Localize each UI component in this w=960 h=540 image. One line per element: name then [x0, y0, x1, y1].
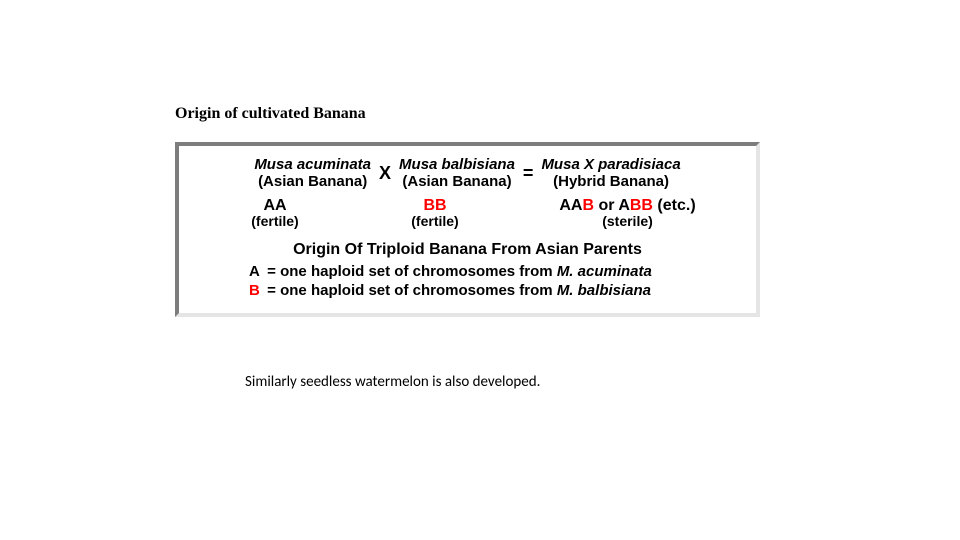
- legend-b-label: B: [249, 282, 263, 301]
- genotype-triploid: AAB or ABB (etc.) (sterile): [518, 197, 738, 230]
- legend-a: A = one haploid set of chromosomes from …: [249, 263, 746, 282]
- legend-a-label: A: [249, 263, 263, 282]
- parent-a-sub: (Asian Banana): [254, 173, 371, 190]
- legend-a-text: one haploid set of chromosomes from: [280, 263, 557, 280]
- legend-b-eq: =: [263, 282, 280, 299]
- legend-b-text: one haploid set of chromosomes from: [280, 282, 557, 299]
- aab-red: B: [582, 197, 594, 214]
- parent-a: Musa acuminata (Asian Banana): [254, 156, 371, 191]
- geno-or: or: [594, 197, 618, 214]
- genotype-bb-status: (fertile): [353, 214, 518, 229]
- genotype-triploid-status: (sterile): [518, 214, 738, 229]
- geno-etc: (etc.): [653, 197, 696, 214]
- genotype-aa-status: (fertile): [198, 214, 353, 229]
- abb-black: A: [618, 197, 630, 214]
- footer-note: Similarly seedless watermelon is also de…: [245, 373, 540, 391]
- genotype-bb: BB (fertile): [353, 197, 518, 230]
- parent-b: Musa balbisiana (Asian Banana): [399, 156, 515, 191]
- genotype-aa-code: AA: [198, 197, 353, 215]
- hybrid-cross-row: Musa acuminata (Asian Banana) X Musa bal…: [189, 156, 746, 191]
- hybrid-sub: (Hybrid Banana): [541, 173, 680, 190]
- hybrid-name: Musa X paradisiaca: [541, 156, 680, 173]
- legend-b: B = one haploid set of chromosomes from …: [249, 282, 746, 301]
- genotype-bb-code: BB: [353, 197, 518, 215]
- panel-subtitle: Origin Of Triploid Banana From Asian Par…: [189, 241, 746, 259]
- legend: A = one haploid set of chromosomes from …: [189, 263, 746, 301]
- abb-red: BB: [630, 197, 653, 214]
- section-title: Origin of cultivated Banana: [175, 105, 366, 123]
- aab-black: AA: [559, 197, 582, 214]
- legend-a-eq: =: [263, 263, 280, 280]
- origin-diagram-panel: Musa acuminata (Asian Banana) X Musa bal…: [175, 142, 760, 317]
- genotype-row: AA (fertile) BB (fertile) AAB or ABB (et…: [189, 197, 746, 230]
- parent-b-sub: (Asian Banana): [399, 173, 515, 190]
- parent-b-name: Musa balbisiana: [399, 156, 515, 173]
- legend-a-species: M. acuminata: [557, 263, 652, 280]
- equals-operator: =: [519, 163, 538, 184]
- hybrid: Musa X paradisiaca (Hybrid Banana): [541, 156, 680, 191]
- parent-a-name: Musa acuminata: [254, 156, 371, 173]
- cross-operator: X: [375, 163, 395, 184]
- genotype-aa: AA (fertile): [198, 197, 353, 230]
- legend-b-species: M. balbisiana: [557, 282, 651, 299]
